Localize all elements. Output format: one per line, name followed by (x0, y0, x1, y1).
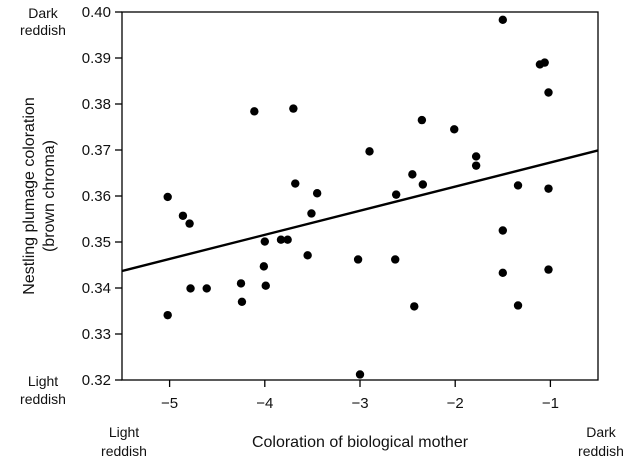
data-point (259, 262, 269, 271)
data-point (276, 235, 286, 244)
corner-label-y-bottom-1: Light (28, 373, 58, 389)
y-tick-label: 0.32 (82, 372, 111, 389)
y-tick-label: 0.40 (82, 4, 111, 21)
data-point (391, 255, 400, 264)
corner-label-y-bottom-2: reddish (20, 391, 66, 407)
data-point (163, 192, 172, 202)
y-tick-label: 0.37 (82, 142, 111, 159)
data-point (513, 181, 523, 190)
data-point (236, 279, 246, 288)
x-tick-label: −4 (256, 395, 273, 412)
data-point (498, 226, 507, 235)
data-point (513, 301, 523, 310)
y-tick-label: 0.38 (82, 96, 111, 113)
data-point (355, 370, 365, 379)
data-point (289, 104, 298, 113)
data-point (471, 152, 481, 161)
y-axis-title-line1: Nestling plumage coloration (21, 97, 38, 294)
data-point (471, 161, 481, 170)
data-point (237, 297, 247, 306)
data-point (261, 281, 270, 290)
x-tick-label: −1 (542, 395, 559, 412)
data-point (312, 189, 322, 198)
data-point (178, 211, 188, 220)
axis-ticks: 0.32 0.33 0.34 0.35 0.36 0.37 0.38 0.39 0.40 −5 −4… (82, 4, 559, 412)
data-point (353, 255, 363, 264)
data-point (450, 125, 459, 134)
data-point (498, 268, 507, 278)
trend-line-group (121, 149, 599, 273)
y-tick-label: 0.39 (82, 50, 111, 67)
data-point (408, 170, 417, 179)
y-axis-title: Nestling plumage coloration (brown chrom… (21, 97, 58, 294)
corner-label-x-left-2: reddish (101, 443, 147, 459)
data-point (417, 115, 427, 125)
trend-line (121, 149, 599, 273)
y-tick-label: 0.34 (82, 280, 111, 297)
corner-label-y-top-2: reddish (20, 22, 66, 38)
data-point (544, 184, 553, 193)
data-point (260, 237, 269, 246)
corner-label-y-top-1: Dark (28, 5, 59, 21)
x-tick-label: −3 (351, 395, 368, 412)
data-points (163, 15, 553, 379)
corner-label-x-right-1: Dark (586, 424, 617, 440)
y-tick-label: 0.33 (82, 326, 111, 343)
x-tick-label: −5 (161, 395, 178, 412)
y-axis-title-line2: (brown chroma) (41, 140, 58, 252)
plot-frame (121, 11, 599, 381)
data-point (186, 284, 195, 293)
data-point (544, 88, 553, 97)
data-point (307, 209, 316, 218)
data-point (498, 15, 507, 25)
x-tick-label: −2 (447, 395, 464, 412)
data-point (250, 107, 259, 116)
y-tick-label: 0.35 (82, 234, 111, 251)
data-point (163, 310, 172, 320)
data-point (365, 147, 374, 156)
data-point (540, 58, 549, 67)
corner-label-x-left-1: Light (109, 424, 139, 440)
data-point (410, 302, 419, 311)
y-tick-label: 0.36 (82, 188, 111, 205)
data-point (185, 219, 194, 228)
data-point (303, 251, 312, 260)
data-point (291, 179, 300, 188)
data-point (283, 235, 292, 244)
data-point (391, 190, 401, 199)
data-point (544, 265, 553, 274)
data-point (202, 284, 211, 293)
corner-label-x-right-2: reddish (578, 443, 624, 459)
data-point (418, 180, 428, 189)
x-axis-title: Coloration of biological mother (252, 434, 469, 451)
